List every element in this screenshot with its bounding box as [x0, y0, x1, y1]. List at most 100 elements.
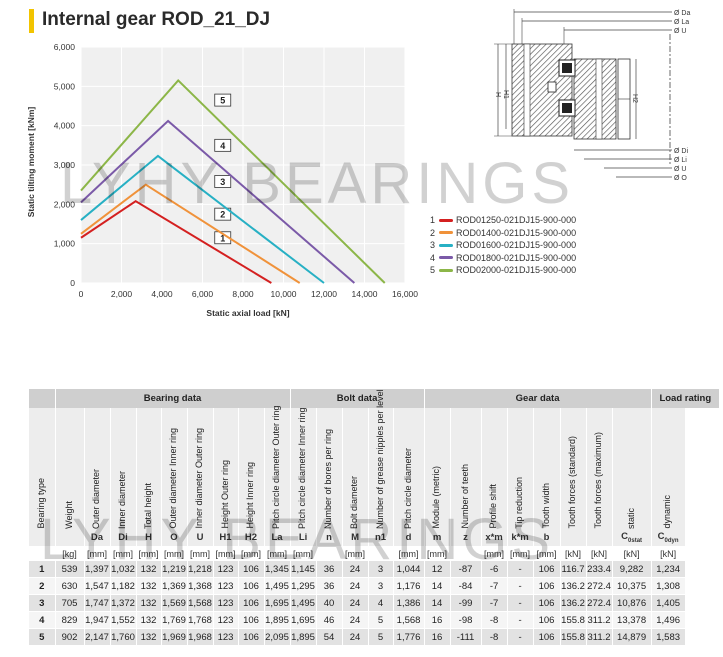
table-cell: 10,876	[612, 594, 652, 612]
column-header: Number of teeth	[450, 408, 482, 529]
x-tick-label: 12,000	[311, 289, 337, 299]
column-unit: [mm]	[84, 546, 111, 561]
column-unit: [mm]	[110, 546, 137, 561]
table-cell: -99	[450, 594, 482, 612]
table-cell: 2,147	[84, 628, 111, 646]
table-cell: 106	[533, 577, 561, 595]
label-h2: H2	[631, 94, 638, 103]
table-cell: 106	[238, 577, 265, 595]
column-symbol: x*m	[481, 529, 508, 546]
column-header: Tooth forces (maximum)	[586, 408, 613, 529]
table-cell: 12	[424, 561, 451, 578]
column-header: Number of bores per ring	[316, 408, 343, 529]
group-header: Gear data	[424, 389, 652, 408]
table-cell: 5	[29, 628, 56, 646]
table-cell: 5	[368, 628, 394, 646]
table-cell: 1,568	[393, 611, 425, 629]
table-cell: -87	[450, 561, 482, 578]
column-unit: [kg]	[55, 546, 85, 561]
table-cell: 24	[342, 561, 369, 578]
column-unit: [mm]	[481, 546, 508, 561]
table-cell: 3	[368, 577, 394, 595]
table-cell: 24	[342, 577, 369, 595]
table-cell: 1,695	[264, 594, 291, 612]
column-unit: [mm]	[533, 546, 561, 561]
column-header: Number of grease nipples per level	[368, 389, 394, 529]
svg-text:H: H	[494, 92, 501, 97]
table-cell: 132	[136, 628, 162, 646]
table-cell: 123	[213, 594, 239, 612]
column-symbol: n	[316, 529, 343, 546]
table-cell: 24	[342, 628, 369, 646]
table-cell: 106	[238, 594, 265, 612]
table-cell: -	[507, 628, 534, 646]
legend-number: 2	[430, 227, 436, 238]
series-marker-box-4	[214, 138, 232, 152]
legend-item: 5 ROD02000-021DJ15-900-000	[430, 264, 576, 277]
legend-swatch	[439, 218, 453, 222]
series-line-3	[80, 154, 325, 284]
table-row: 2 630 1,547 1,182 132 1,369 1,368 123 106 1,495 1,…	[29, 577, 720, 595]
table-cell: 1,695	[290, 611, 317, 629]
table-cell: 1,145	[290, 561, 317, 578]
table-cell: -	[507, 611, 534, 629]
table-cell: 1,234	[651, 561, 686, 578]
table-cell: 1,569	[161, 594, 188, 612]
table-cell: 1,895	[290, 628, 317, 646]
table-cell: 13,378	[612, 611, 652, 629]
column-unit: [kN]	[586, 546, 613, 561]
table-cell: 1	[29, 561, 56, 578]
column-header: Pitch circle diameter Outer ring	[264, 405, 291, 529]
label-h1: H1	[502, 90, 509, 99]
column-unit: [mm]	[507, 546, 534, 561]
table-cell: 902	[55, 628, 85, 646]
column-header: static	[612, 408, 652, 529]
column-symbol: H	[136, 529, 162, 546]
table-cell: 106	[533, 561, 561, 578]
table-cell: 123	[213, 577, 239, 595]
table-cell: 106	[238, 561, 265, 578]
table-cell: 36	[316, 577, 343, 595]
table-cell: 5	[368, 611, 394, 629]
label-la: Ø La	[674, 19, 689, 26]
table-cell: 3	[368, 561, 394, 578]
table-cell: 132	[136, 577, 162, 595]
column-header: Module (metric)	[424, 408, 451, 529]
column-header: Inner diameter	[110, 408, 137, 529]
legend-swatch	[439, 256, 453, 260]
legend-item: 2 ROD01400-021DJ15-900-000	[430, 227, 576, 240]
column-unit: [mm]	[393, 546, 425, 561]
column-symbol: Da	[84, 529, 111, 546]
column-symbol	[586, 529, 613, 546]
table-cell: 829	[55, 611, 85, 629]
load-chart: 1 2 3 4 5 0 2,000 4,000 6,000 8,000 10,000 12,000 1…	[26, 42, 418, 318]
column-unit: [mm]	[424, 546, 451, 561]
column-symbol: U	[187, 529, 214, 546]
table-cell: 1,372	[110, 594, 137, 612]
legend-swatch	[439, 268, 453, 272]
series-marker-label-2: 2	[220, 210, 225, 220]
column-symbol: La	[264, 529, 291, 546]
table-cell: 16	[424, 611, 451, 629]
title-accent-bar	[29, 9, 34, 33]
table-cell: -	[507, 577, 534, 595]
column-symbol: m	[424, 529, 451, 546]
table-cell: 3	[29, 594, 56, 612]
bearing-spec-table: Bearing data Bolt data Gear data Load ratin…	[29, 389, 721, 646]
table-cell: 123	[213, 611, 239, 629]
table-cell: 10,375	[612, 577, 652, 595]
column-unit: [mm]	[342, 546, 369, 561]
table-cell: 1,397	[84, 561, 111, 578]
table-cell: 272.4	[586, 577, 613, 595]
column-header: Weight	[55, 408, 85, 529]
table-cell: -111	[450, 628, 482, 646]
table-cell: 116.7	[560, 561, 587, 578]
column-symbol: C0stat	[612, 529, 652, 546]
table-cell: 1,495	[290, 594, 317, 612]
table-cell: 705	[55, 594, 85, 612]
column-header: Bearing type	[29, 408, 56, 529]
legend-item: 3 ROD01600-021DJ15-900-000	[430, 239, 576, 252]
table-cell: -8	[481, 628, 508, 646]
label-li: Ø Li	[674, 157, 687, 164]
legend-number: 5	[430, 265, 436, 276]
